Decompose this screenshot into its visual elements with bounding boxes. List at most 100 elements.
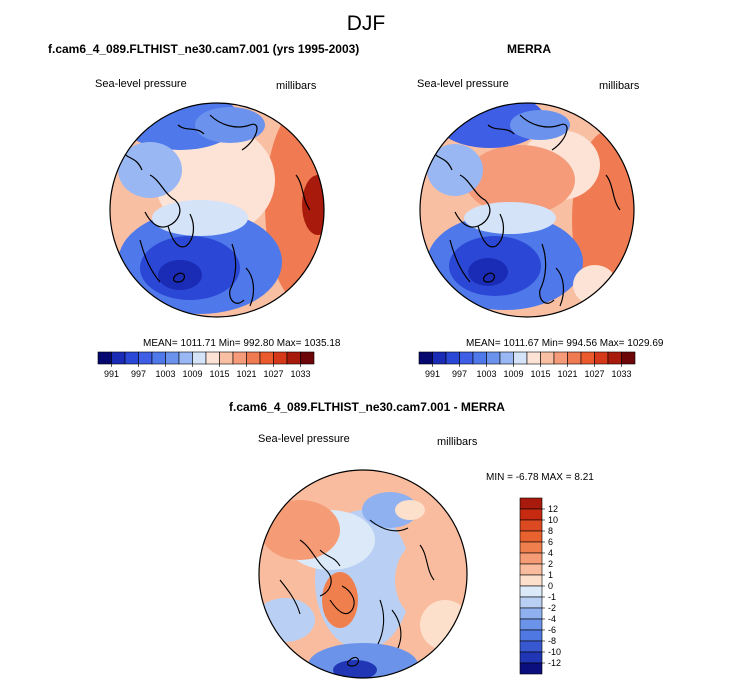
panel-3-right-label: millibars [437,436,478,448]
colorbar-swatch [519,607,543,620]
colorbar-swatch [594,351,609,365]
colorbar-swatch [273,351,288,365]
colorbar-swatch [499,351,514,365]
colorbar-swatch [486,351,501,365]
colorbar-swatch [259,351,274,365]
colorbar-tick-label: 1033 [290,369,310,379]
colorbar-tick-label: 1015 [530,369,550,379]
colorbar-swatch [519,574,543,587]
colorbar-swatch [111,351,126,365]
colorbar-swatch [540,351,555,365]
colorbar-swatch [519,662,543,675]
colorbar-swatch [219,351,234,365]
panel-2-map [420,103,634,317]
colorbar-tick-label: 1021 [557,369,577,379]
colorbar-swatch [519,552,543,565]
colorbar-swatch [553,351,568,365]
colorbar-swatch [418,351,433,365]
colorbar-swatch [519,541,543,554]
panel-2-map-border [419,102,635,318]
colorbar-tick-label: 1027 [584,369,604,379]
colorbar-tick-label: -6 [548,625,556,635]
panel-2-right-label: millibars [599,80,640,92]
colorbar-swatch [286,351,301,365]
colorbar-swatch [519,563,543,576]
colorbar-swatch [519,585,543,598]
colorbar-tick-label: 1033 [611,369,631,379]
colorbar-tick-label: 991 [425,369,440,379]
panel-3-map [259,470,467,678]
colorbar-swatch [232,351,247,365]
colorbar-swatch [192,351,207,365]
panel-3-title: f.cam6_4_089.FLTHIST_ne30.cam7.001 - MER… [229,400,505,414]
colorbar-tick-label: 10 [548,515,558,525]
panel-3-map-border [258,469,468,679]
colorbar-tick-label: 1009 [503,369,523,379]
colorbar-tick-label: 4 [548,548,553,558]
colorbar-tick-label: 1003 [155,369,175,379]
colorbar-swatch [519,651,543,664]
panel-1-stats: MEAN= 1011.71 Min= 992.80 Max= 1035.18 [143,338,341,349]
colorbar-swatch [205,351,220,365]
panel-1-left-label: Sea-level pressure [95,78,187,90]
colorbar-tick-label: -10 [548,647,561,657]
colorbar-tick-label: -4 [548,614,556,624]
colorbar-swatch [519,629,543,642]
panel-1-right-label: millibars [276,80,317,92]
panel-1-map-border [109,102,325,318]
colorbar-swatch [513,351,528,365]
colorbar-tick-label: -8 [548,636,556,646]
colorbar-swatch [607,351,622,365]
colorbar-tick-label: 1 [548,570,553,580]
colorbar-swatch [165,351,180,365]
colorbar-swatch [519,596,543,609]
colorbar-tick-label: 6 [548,537,553,547]
colorbar-swatch [621,351,636,365]
colorbar-tick-label: 1003 [476,369,496,379]
panel-2-left-label: Sea-level pressure [417,78,509,90]
colorbar-tick-label: -12 [548,658,561,668]
colorbar-swatch [300,351,315,365]
colorbar-tick-label: 991 [104,369,119,379]
colorbar-tick-label: -2 [548,603,556,613]
colorbar-swatch [178,351,193,365]
colorbar-swatch [432,351,447,365]
colorbar-swatch [519,519,543,532]
colorbar-swatch [567,351,582,365]
panel-2-stats: MEAN= 1011.67 Min= 994.56 Max= 1029.69 [466,338,664,349]
colorbar-tick-label: 1021 [236,369,256,379]
panel-2-title: MERRA [507,42,551,56]
colorbar-tick-label: 12 [548,504,558,514]
panel-2-colorbar: 991 997 1003 1009 1015 1021 1027 1033 [418,351,636,379]
colorbar-swatch [526,351,541,365]
colorbar-tick-label: -1 [548,592,556,602]
colorbar-swatch [519,640,543,653]
figure-title: DJF [346,12,386,35]
colorbar-swatch [124,351,139,365]
colorbar-tick-label: 997 [131,369,146,379]
colorbar-swatch [459,351,474,365]
colorbar-tick-label: 8 [548,526,553,536]
colorbar-tick-label: 1015 [209,369,229,379]
colorbar-tick-label: 997 [452,369,467,379]
panel-1-map [110,103,324,317]
colorbar-tick-label: 1027 [263,369,283,379]
colorbar-swatch [519,508,543,521]
colorbar-swatch [138,351,153,365]
colorbar-tick-label: 2 [548,559,553,569]
colorbar-swatch [580,351,595,365]
colorbar-swatch [151,351,166,365]
colorbar-swatch [519,530,543,543]
colorbar-swatch [97,351,112,365]
colorbar-swatch [445,351,460,365]
panel-1-title: f.cam6_4_089.FLTHIST_ne30.cam7.001 (yrs … [48,42,360,56]
colorbar-swatch [472,351,487,365]
panel-3-stats: MIN = -6.78 MAX = 8.21 [486,472,594,483]
colorbar-tick-label: 0 [548,581,553,591]
panel-3-left-label: Sea-level pressure [258,433,350,445]
colorbar-swatch [246,351,261,365]
colorbar-tick-label: 1009 [182,369,202,379]
colorbar-swatch [519,618,543,631]
